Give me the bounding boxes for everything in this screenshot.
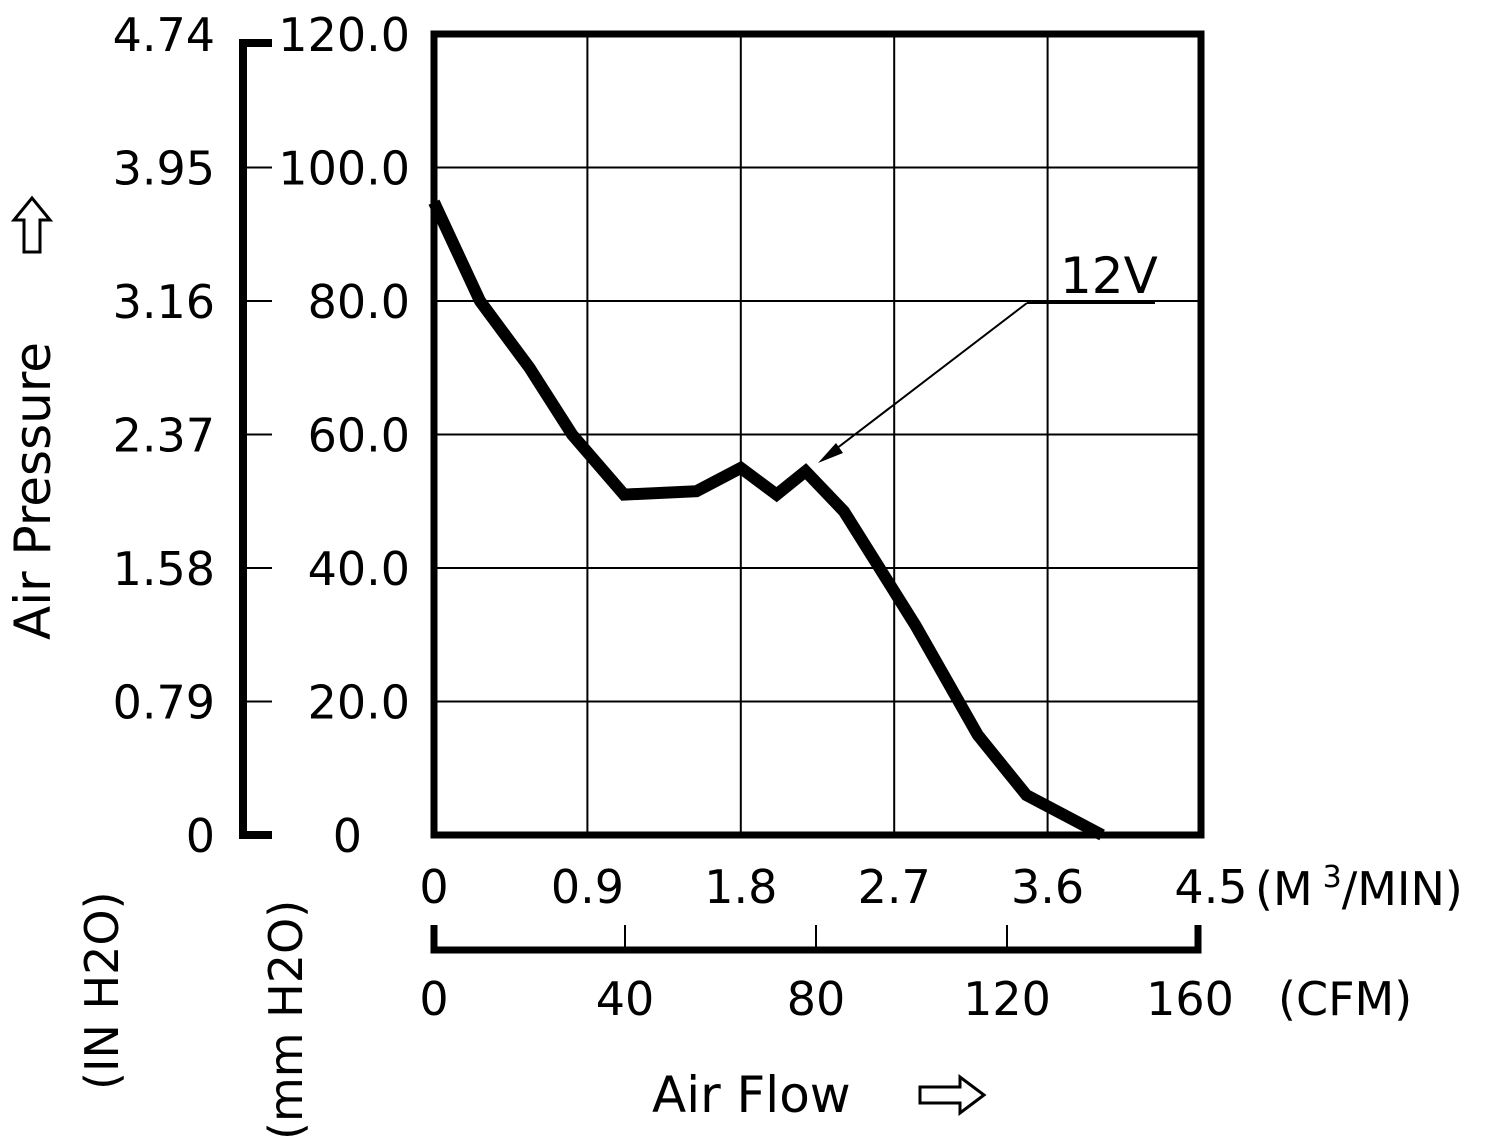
curve-layer — [428, 199, 1105, 841]
inch-h2o-tick-label: 0 — [186, 809, 215, 863]
cfm-tick-label: 40 — [596, 972, 655, 1026]
pressure-scale-ticks — [243, 166, 272, 703]
cfm-unit-label: (CFM) — [1278, 972, 1412, 1026]
mm-h2o-tick-label: 120.0 — [278, 8, 410, 62]
mm-h2o-tick-label: 40.0 — [308, 542, 410, 596]
annotation-label: 12V — [1060, 247, 1158, 305]
m3-min-tick-label: 1.8 — [704, 860, 777, 914]
inch-h2o-tick-label: 3.16 — [113, 275, 215, 329]
annotation-arrowhead — [818, 443, 843, 463]
y-axis-arrow-icon — [10, 195, 54, 254]
annotation-leader-diagonal — [831, 302, 1028, 453]
mm-h2o-unit-label: (mm H2O) — [259, 900, 313, 1140]
cfm-tick-label: 120 — [963, 972, 1051, 1026]
cfm-tick-label: 80 — [787, 972, 846, 1026]
plot-frame — [430, 30, 1205, 839]
annotation-layer: 12V — [818, 247, 1158, 463]
m3-min-tick-labels: 0 0.9 1.8 2.7 3.6 4.5 — [419, 860, 1247, 914]
m3-min-tick-label: 0 — [419, 860, 448, 914]
inch-h2o-tick-label: 4.74 — [113, 8, 215, 62]
grid-lines — [434, 34, 1201, 835]
cfm-tick-labels: 0 40 80 120 160 — [419, 972, 1234, 1026]
inch-h2o-tick-label: 0.79 — [113, 676, 215, 730]
inch-h2o-tick-labels: 0 0.79 1.58 2.37 3.16 3.95 4.74 — [113, 8, 215, 863]
inch-h2o-tick-label: 2.37 — [113, 409, 215, 463]
mm-h2o-tick-label: 80.0 — [308, 275, 410, 329]
mm-h2o-tick-label: 0 — [333, 809, 362, 863]
series-12v-line — [428, 199, 1105, 841]
y-axis-title: Air Pressure — [4, 342, 62, 640]
mm-h2o-tick-label: 20.0 — [308, 676, 410, 730]
x-axis-arrow-icon — [918, 1074, 987, 1116]
mm-h2o-tick-label: 60.0 — [308, 409, 410, 463]
cfm-tick-label: 160 — [1146, 972, 1234, 1026]
m3-min-unit-label: (M 3/MIN) — [1255, 860, 1463, 916]
m3-min-tick-label: 0.9 — [551, 860, 624, 914]
m3-min-tick-label: 4.5 — [1174, 860, 1247, 914]
m3-min-tick-label: 3.6 — [1011, 860, 1084, 914]
cfm-tick-label: 0 — [419, 972, 448, 1026]
m3-min-tick-label: 2.7 — [858, 860, 931, 914]
x-axis-title: Air Flow — [652, 1066, 851, 1124]
inch-h2o-tick-label: 1.58 — [113, 542, 215, 596]
cfm-scale-ticks — [624, 925, 1008, 950]
pressure-scale-bracket — [239, 39, 272, 839]
inch-h2o-tick-label: 3.95 — [113, 142, 215, 196]
mm-h2o-tick-labels: 0 20.0 40.0 60.0 80.0 100.0 120.0 — [278, 8, 410, 863]
inch-h2o-unit-label: (IN H2O) — [75, 891, 129, 1090]
mm-h2o-tick-label: 100.0 — [278, 142, 410, 196]
